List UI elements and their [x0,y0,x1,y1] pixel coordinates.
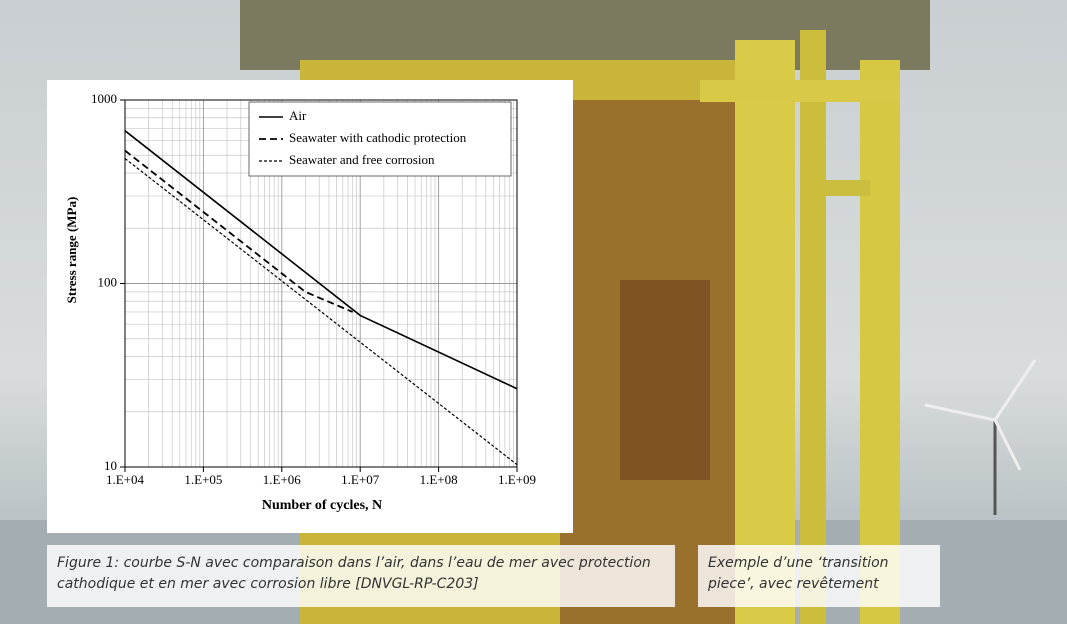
x-tick-label: 1.E+05 [184,472,222,487]
x-tick-label: 1.E+04 [106,472,145,487]
y-tick-label: 100 [98,274,118,289]
legend-label: Seawater and free corrosion [289,152,435,167]
x-tick-label: 1.E+06 [263,472,302,487]
x-tick-label: 1.E+08 [420,472,458,487]
scene: Stress range (MPa) Number of cycles, N 1… [0,0,1067,624]
y-axis-label: Stress range (MPa) [64,197,79,304]
y-tick-label: 1000 [91,91,117,106]
turbine-blade [925,405,995,420]
x-tick-label: 1.E+07 [341,472,380,487]
legend-label: Seawater with cathodic protection [289,130,467,145]
pipe [735,40,795,624]
turbine-blade [995,420,1020,470]
legend-label: Air [289,108,307,123]
platform [240,0,930,70]
caption: Exemple d’une ‘transition piece’, avec r… [698,545,940,607]
pipe-bend [825,180,870,196]
x-axis-label: Number of cycles, N [262,498,382,513]
chart: Stress range (MPa) Number of cycles, N 1… [47,80,573,533]
rust-dark [620,280,710,480]
pipe-bend [700,80,900,102]
pipe [860,60,900,624]
y-tick-label: 10 [104,458,117,473]
ladder-rail [800,30,826,624]
turbine-blade [995,360,1035,420]
x-tick-label: 1.E+09 [498,472,536,487]
caption: Figure 1: courbe S-N avec comparaison da… [47,545,675,607]
